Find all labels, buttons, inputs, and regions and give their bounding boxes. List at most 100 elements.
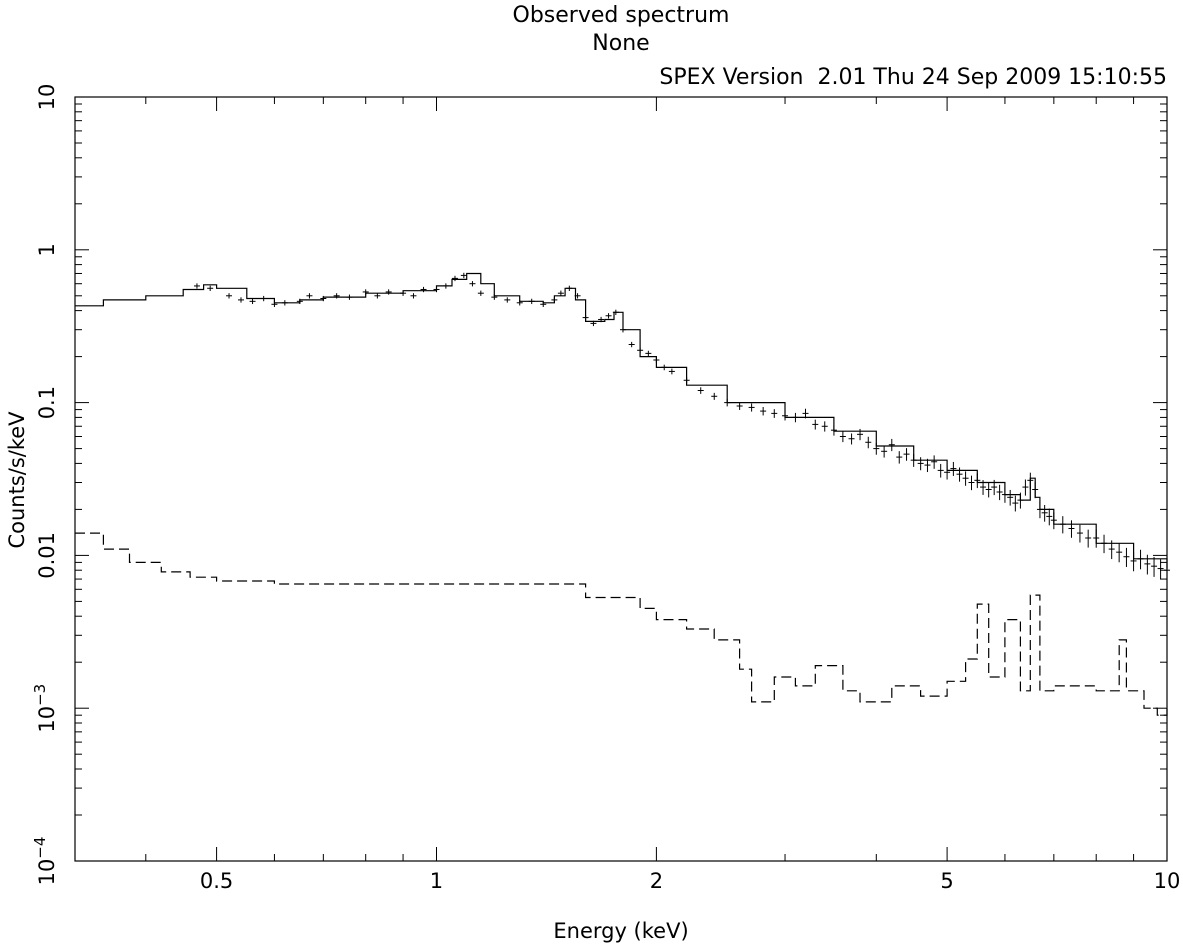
data-point: [442, 283, 449, 289]
data-point: [226, 293, 233, 299]
data-point: [956, 467, 963, 482]
data-point: [460, 272, 467, 279]
data-point: [374, 293, 381, 299]
data-point: [944, 465, 951, 480]
x-axis-label: Energy (keV): [553, 919, 688, 943]
data-point: [917, 457, 924, 471]
data-point: [1116, 543, 1123, 563]
data-point: [830, 425, 837, 436]
data-point: [888, 438, 895, 452]
data-point: [433, 286, 440, 293]
data-point: [1027, 472, 1034, 489]
x-tick-label: 2: [650, 869, 663, 893]
data-point: [996, 484, 1003, 501]
data-point: [1076, 524, 1083, 543]
data-point: [528, 298, 535, 305]
data-point: [792, 412, 799, 423]
data-point: [857, 428, 864, 441]
data-point: [1085, 529, 1092, 548]
spex-version-line: SPEX Version 2.01 Thu 24 Sep 2009 15:10:…: [659, 65, 1167, 90]
data-point: [653, 357, 660, 363]
data-point: [410, 293, 417, 299]
data-point: [1041, 504, 1048, 522]
data-point: [1144, 554, 1151, 575]
data-point: [937, 463, 944, 478]
data-layer: [75, 272, 1170, 716]
data-point: [903, 448, 910, 461]
data-point: [1007, 489, 1014, 506]
data-point: [1046, 508, 1053, 526]
data-point: [980, 480, 987, 495]
data-point: [566, 285, 573, 291]
data-point: [1137, 549, 1144, 570]
data-point: [582, 314, 589, 321]
data-point: [771, 409, 778, 418]
data-point: [598, 316, 605, 323]
data-point: [991, 479, 998, 496]
data-point: [207, 285, 214, 291]
data-point: [590, 320, 597, 327]
data-point: [645, 350, 652, 357]
model-line: [75, 272, 1168, 569]
data-point: [1012, 495, 1019, 512]
data-point: [865, 436, 872, 449]
data-point: [477, 290, 484, 296]
x-tick-label: 1: [430, 869, 443, 893]
data-point: [306, 293, 313, 299]
background-line: [75, 532, 1168, 716]
data-point: [612, 309, 619, 315]
x-tick-label: 5: [940, 869, 953, 893]
chart-subtitle: None: [592, 31, 649, 56]
data-point: [1032, 481, 1039, 499]
data-point: [346, 294, 353, 300]
data-point: [420, 286, 427, 293]
data-point: [1017, 492, 1024, 509]
data-point: [516, 300, 523, 306]
data-point: [504, 297, 511, 303]
tick-labels: 0.5 1 2 5 10 10 1 0.1 0.01 10−3 10−4: [31, 84, 1180, 893]
data-point: [469, 281, 476, 287]
data-point: [1157, 559, 1164, 580]
data-point: [557, 290, 564, 296]
data-point: [281, 300, 288, 306]
data-point: [193, 283, 200, 289]
data-point: [1036, 501, 1043, 519]
data-point: [1123, 547, 1130, 567]
data-point: [1151, 556, 1158, 577]
data-point: [385, 289, 392, 295]
data-point: [873, 442, 880, 455]
data-point: [296, 298, 303, 305]
chart-title: Observed spectrum: [513, 3, 730, 28]
data-point: [637, 347, 644, 353]
data-point: [1050, 512, 1057, 530]
data-point: [839, 431, 846, 443]
data-point: [451, 275, 458, 282]
data-point: [760, 407, 767, 416]
data-point: [748, 403, 755, 412]
y-tick-label: 10−3: [31, 684, 59, 733]
plot-frame: [74, 96, 1168, 862]
data-point: [661, 364, 668, 371]
data-point: [1068, 520, 1075, 538]
x-tick-label: 10: [1154, 869, 1181, 893]
data-point: [968, 475, 975, 491]
data-point: [574, 293, 581, 299]
data-point: [551, 297, 558, 303]
data-point: [333, 293, 340, 299]
data-point: [320, 295, 327, 302]
y-tick-label: 0.1: [35, 386, 59, 419]
data-point: [683, 377, 690, 384]
data-point: [260, 295, 267, 302]
data-point: [736, 402, 743, 410]
data-point: [985, 482, 992, 498]
data-point: [540, 301, 547, 307]
data-point: [628, 341, 635, 348]
data-point: [697, 387, 704, 394]
data-point: [1001, 487, 1008, 503]
y-tick-label: 1: [35, 243, 59, 256]
data-point: [896, 451, 903, 464]
data-point: [782, 411, 789, 421]
data-point: [619, 327, 626, 333]
data-point: [1108, 540, 1115, 560]
data-point: [1130, 551, 1137, 572]
